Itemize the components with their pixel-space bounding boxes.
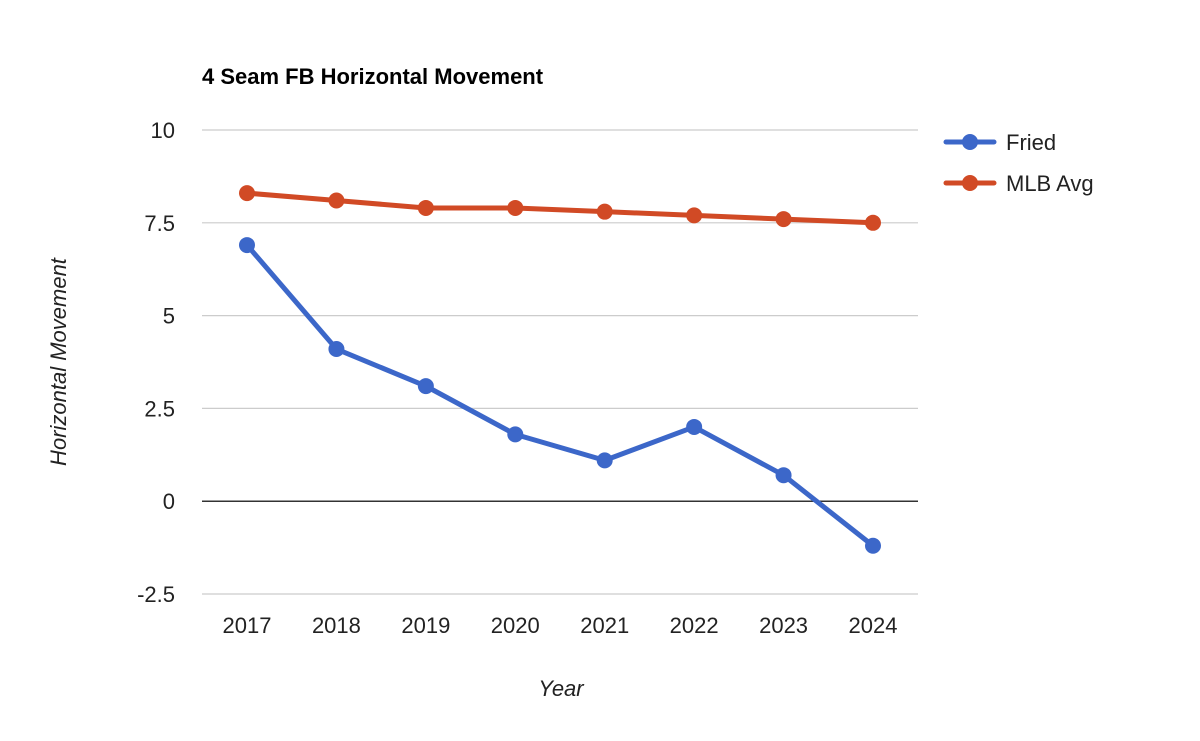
data-point-mlb-avg bbox=[686, 207, 703, 224]
legend-swatch-marker bbox=[962, 134, 978, 150]
y-tick-label: -2.5 bbox=[137, 582, 175, 607]
x-axis-title: Year bbox=[538, 676, 585, 701]
legend-item-fried: Fried bbox=[943, 130, 1056, 155]
legend: Fried MLB Avg bbox=[943, 130, 1094, 196]
y-tick-label: 2.5 bbox=[144, 396, 175, 421]
data-point-fried bbox=[865, 537, 881, 554]
x-tick-label: 2020 bbox=[491, 613, 540, 638]
x-tick-label: 2023 bbox=[759, 613, 808, 638]
y-tick-label: 7.5 bbox=[144, 211, 175, 236]
y-axis-ticks: -2.5 0 2.5 5 7.5 10 bbox=[137, 118, 175, 607]
y-axis-title: Horizontal Movement bbox=[46, 257, 71, 466]
data-point-fried bbox=[507, 426, 524, 443]
x-tick-label: 2021 bbox=[580, 613, 629, 638]
y-tick-label: 10 bbox=[151, 118, 175, 143]
data-point-fried bbox=[775, 467, 792, 484]
series-mlb-avg bbox=[239, 185, 881, 231]
data-point-fried bbox=[417, 378, 434, 395]
data-point-fried bbox=[596, 452, 613, 469]
series-line-fried bbox=[244, 242, 876, 549]
x-tick-label: 2018 bbox=[312, 613, 361, 638]
series-line-mlb-avg bbox=[244, 190, 876, 226]
data-point-fried bbox=[328, 341, 345, 358]
data-point-mlb-avg bbox=[596, 203, 613, 220]
x-axis-ticks: 2017 2018 2019 2020 2021 2022 2023 2024 bbox=[223, 613, 898, 638]
legend-swatch-marker bbox=[962, 175, 978, 191]
data-point-mlb-avg bbox=[507, 199, 524, 216]
data-point-mlb-avg bbox=[417, 199, 434, 216]
series-fried bbox=[239, 237, 881, 554]
chart-title: 4 Seam FB Horizontal Movement bbox=[202, 64, 544, 89]
x-tick-label: 2022 bbox=[670, 613, 719, 638]
x-tick-label: 2024 bbox=[849, 613, 898, 638]
x-tick-label: 2019 bbox=[401, 613, 450, 638]
data-point-mlb-avg bbox=[328, 192, 345, 209]
y-tick-label: 5 bbox=[163, 304, 175, 329]
data-point-fried bbox=[239, 237, 255, 254]
legend-label: Fried bbox=[1006, 130, 1056, 155]
data-point-mlb-avg bbox=[239, 185, 255, 202]
data-point-mlb-avg bbox=[865, 214, 881, 231]
data-point-fried bbox=[686, 418, 703, 435]
data-point-mlb-avg bbox=[775, 211, 792, 228]
y-tick-label: 0 bbox=[163, 489, 175, 514]
legend-label: MLB Avg bbox=[1006, 171, 1094, 196]
legend-item-mlb-avg: MLB Avg bbox=[943, 171, 1094, 196]
series-lines bbox=[239, 185, 881, 554]
gridlines bbox=[202, 129, 918, 595]
x-tick-label: 2017 bbox=[223, 613, 272, 638]
